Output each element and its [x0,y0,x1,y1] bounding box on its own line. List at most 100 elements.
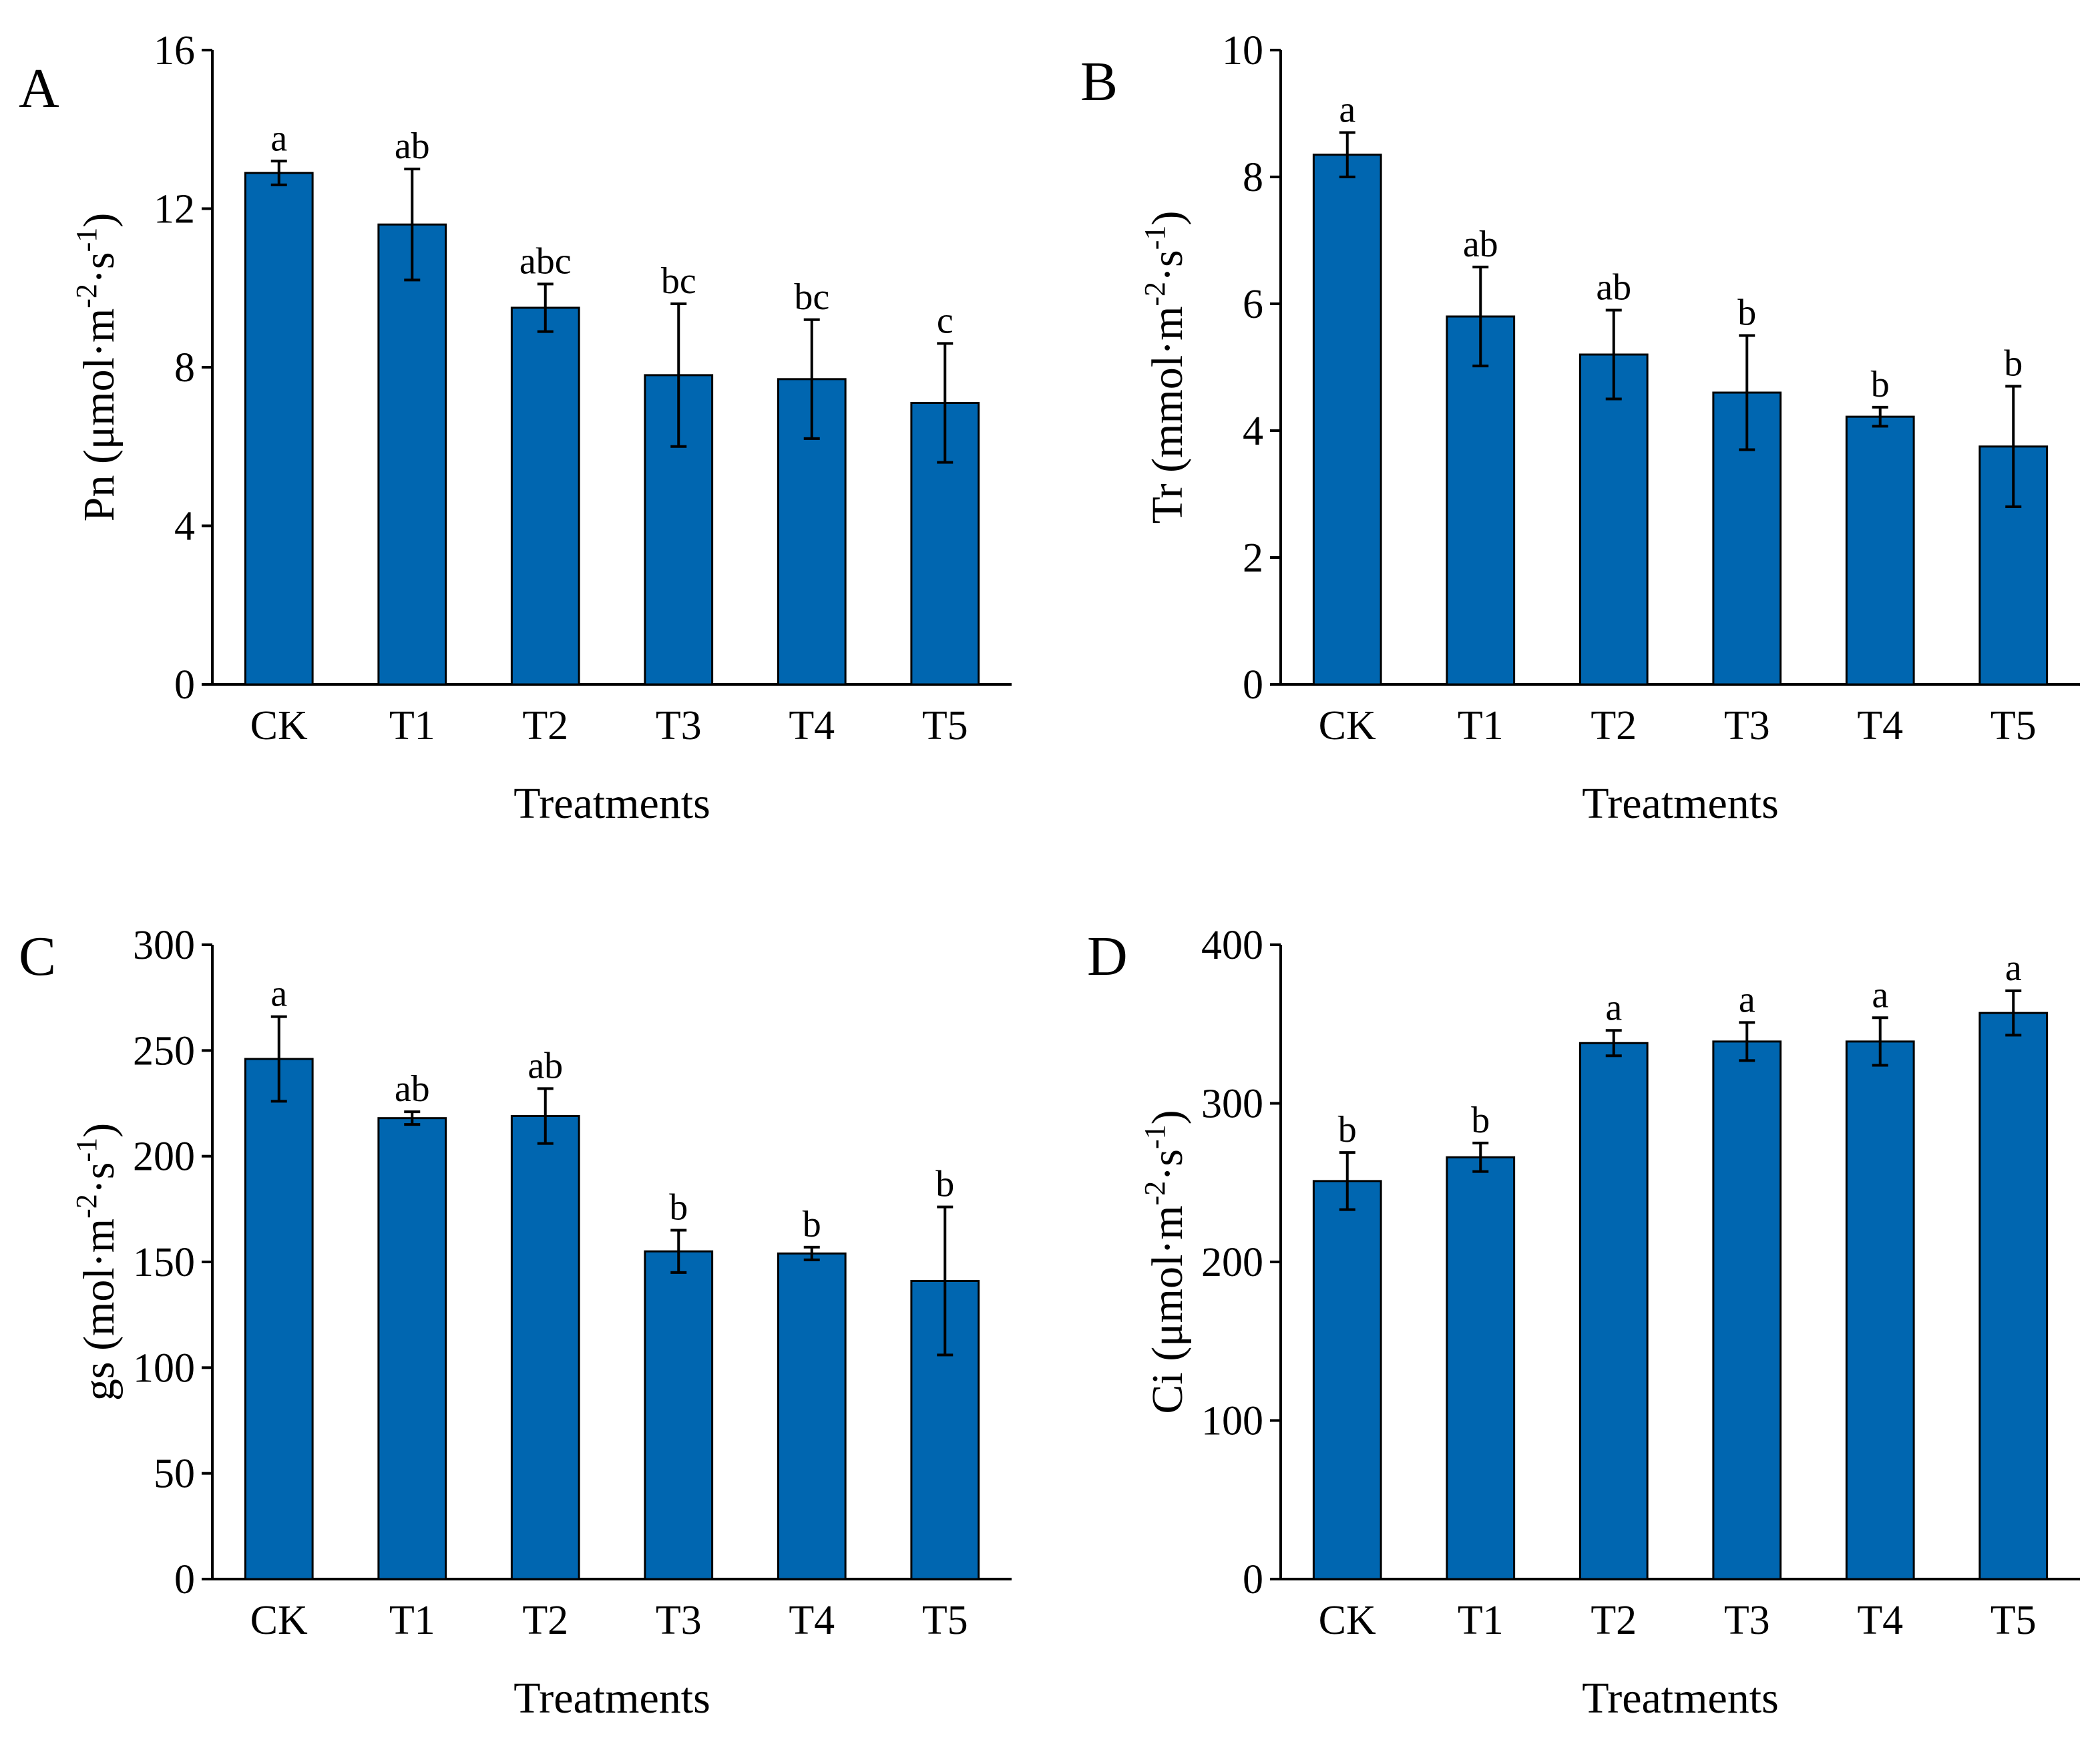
x-tick-label: T2 [1591,1598,1637,1643]
x-tick-label: T3 [656,703,702,748]
x-tick-label: T2 [1591,703,1637,748]
x-tick-label: T1 [389,703,435,748]
significance-label: b [1871,364,1890,405]
y-tick-label: 2 [1243,535,1263,581]
y-tick-label: 0 [174,662,195,708]
significance-label: a [270,118,287,159]
bar [1845,415,1915,686]
bar [1312,154,1382,686]
significance-label: a [270,973,287,1015]
panel-d: D 0 100 200 300 400 b CK b T1 a T2 a T3 a T4 a T5 Treatmen… [1087,923,2080,1723]
y-tick-label: 200 [1201,1240,1263,1285]
significance-label: abc [519,240,572,282]
y-axis-title: Tr (mmol·m-2·s-1) [1138,211,1192,524]
bar [644,374,714,686]
y-tick-label: 150 [133,1240,195,1285]
panel-letter: C [19,925,56,988]
bar [1845,1040,1915,1580]
y-tick-label: 4 [174,504,195,550]
x-tick-label: T5 [1990,703,2037,748]
x-tick-label: T4 [1857,1598,1903,1643]
panel-letter: B [1080,51,1118,113]
y-tick-label: 10 [1222,28,1263,73]
x-tick-label: CK [250,703,308,748]
significance-label: b [935,1164,954,1205]
significance-label: ab [1596,267,1631,308]
bar [377,223,447,686]
y-tick-label: 200 [133,1134,195,1180]
bar [510,306,580,686]
bar [644,1250,714,1580]
x-tick-label: T3 [656,1598,702,1643]
x-tick-label: T2 [522,1598,568,1643]
x-tick-label: T1 [1458,703,1504,748]
significance-label: a [1739,979,1755,1020]
x-axis-title: Treatments [1582,1674,1779,1723]
y-tick-label: 8 [174,345,195,391]
bar [777,1252,847,1580]
y-tick-label: 4 [1243,409,1263,454]
bar [244,172,314,686]
significance-label: b [803,1204,821,1245]
panel-c: C 0 50 100 150 200 250 300 a CK ab T1 ab T2 b T3 b T4 b T5 T… [19,923,1012,1723]
y-tick-label: 6 [1243,282,1263,327]
significance-label: a [1605,987,1622,1028]
bar [1312,1180,1382,1580]
y-tick-label: 300 [133,923,195,968]
y-tick-label: 0 [1243,662,1263,708]
bar [510,1115,580,1580]
x-tick-label: T4 [1857,703,1903,748]
x-tick-label: T2 [522,703,568,748]
x-tick-label: T3 [1724,703,1770,748]
bar [1579,353,1649,686]
x-tick-label: T5 [1990,1598,2037,1643]
y-tick-label: 0 [174,1557,195,1602]
significance-label: ab [395,1068,430,1110]
x-axis-title: Treatments [1582,779,1779,828]
panel-letter: A [19,57,59,120]
y-tick-label: 16 [154,28,195,73]
significance-label: ab [1463,224,1498,265]
significance-label: b [669,1187,688,1229]
significance-label: bc [794,276,829,318]
significance-label: b [1471,1100,1490,1141]
y-axis-title: Ci (μmol·m-2·s-1) [1138,1110,1192,1413]
bar [377,1117,447,1580]
x-tick-label: CK [1319,1598,1376,1643]
significance-label: a [2005,947,2022,989]
bar [1446,1156,1516,1580]
significance-label: b [2004,343,2023,385]
y-tick-label: 12 [154,187,195,232]
x-axis-title: Treatments [513,779,710,828]
significance-label: ab [395,126,430,167]
panel-b: B 0 2 4 6 8 10 a CK ab T1 ab T2 b T3 b T4 b T5 Treatments Tr… [1080,28,2080,828]
significance-label: c [937,300,954,341]
y-tick-label: 250 [133,1028,195,1074]
x-tick-label: T4 [789,703,835,748]
bar [1579,1042,1649,1580]
significance-label: a [1872,974,1888,1016]
panel-a: A 0 4 8 12 16 a CK ab T1 abc T2 bc T3 bc T4 c T5 Treatment… [19,28,1012,828]
y-axis-title: gs (mol·m-2·s-1) [70,1123,124,1401]
significance-label: ab [528,1045,563,1086]
y-tick-label: 300 [1201,1082,1263,1127]
x-tick-label: T5 [922,1598,968,1643]
y-tick-label: 50 [154,1452,195,1497]
significance-label: b [1737,292,1756,334]
bar [244,1058,314,1580]
significance-label: a [1339,89,1355,131]
x-tick-label: T3 [1724,1598,1770,1643]
x-axis-title: Treatments [513,1674,710,1723]
bar [1712,1040,1782,1580]
panel-letter: D [1087,925,1128,988]
y-axis-title: Pn (μmol·m-2·s-1) [70,213,124,522]
bar [1446,315,1516,686]
x-tick-label: T1 [389,1598,435,1643]
y-tick-label: 8 [1243,155,1263,200]
bar [1978,1012,2049,1580]
y-tick-label: 100 [133,1345,195,1391]
significance-label: b [1338,1109,1357,1150]
x-tick-label: T4 [789,1598,835,1643]
y-tick-label: 100 [1201,1399,1263,1444]
